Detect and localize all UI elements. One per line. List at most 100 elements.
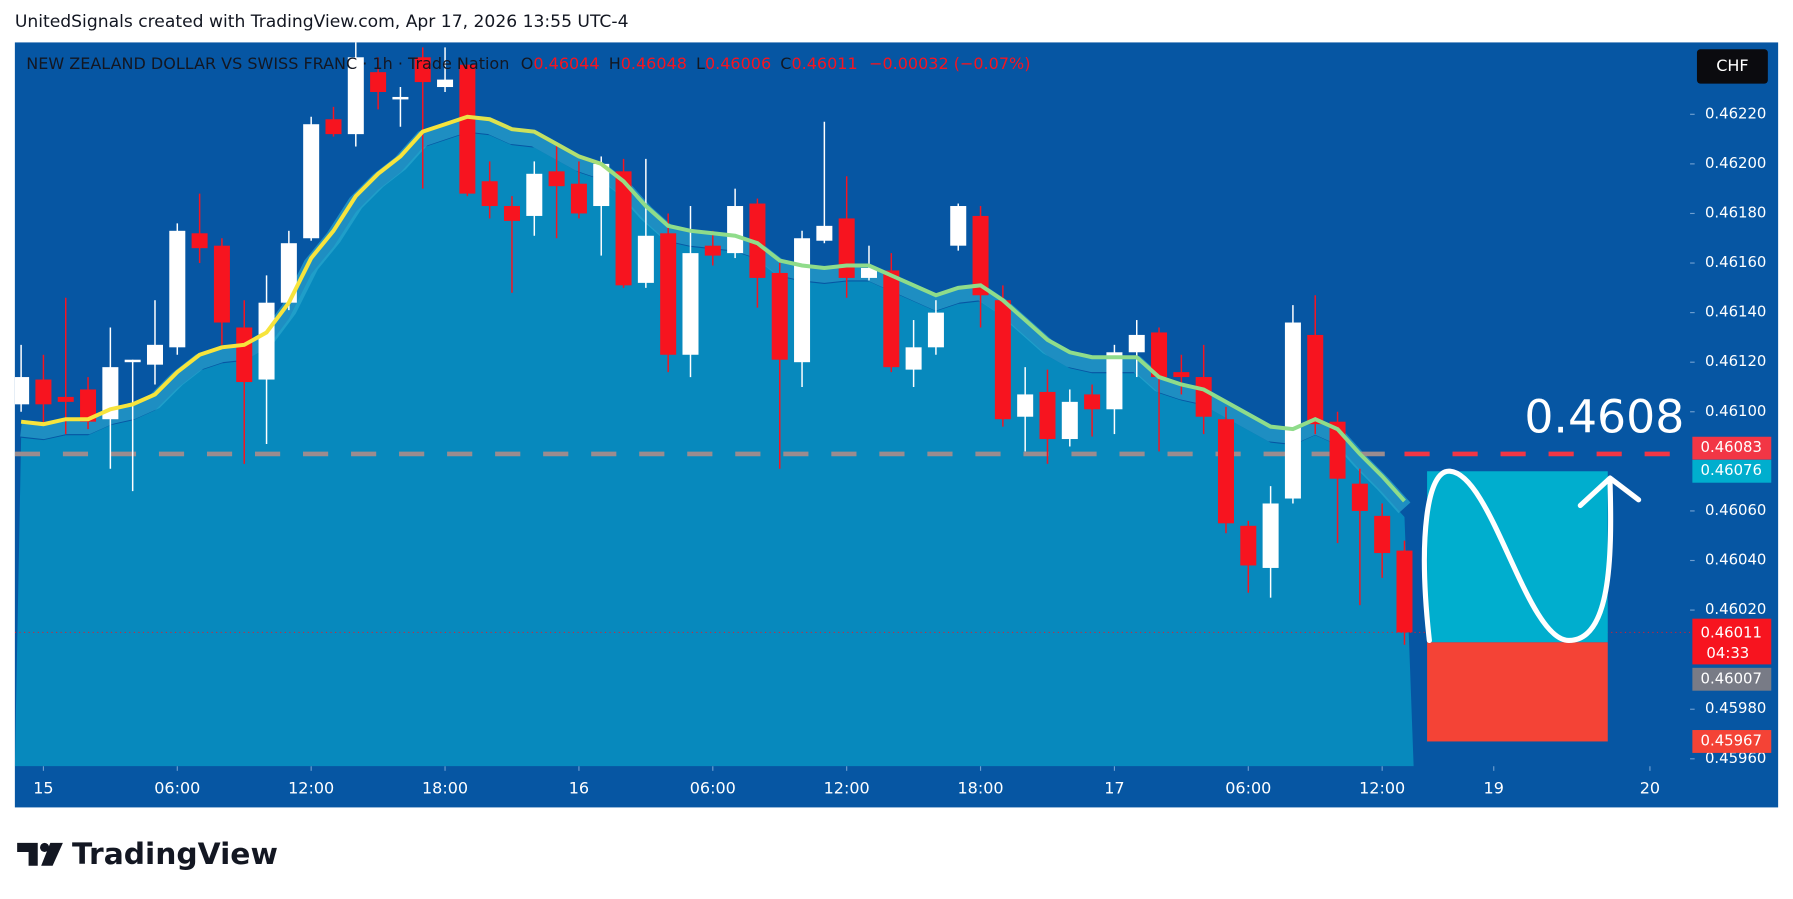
candle-body: [1262, 503, 1279, 568]
level-tag-bg: [1692, 436, 1772, 460]
x-tick-label: 12:00: [824, 779, 870, 798]
stop-tag-bg: [1692, 730, 1772, 753]
candle-body: [1106, 352, 1123, 410]
footer-text: TradingView: [72, 837, 278, 872]
candle-body: [1374, 515, 1391, 554]
x-tick-label: 18:00: [957, 779, 1003, 798]
legend-item: O: [521, 54, 534, 73]
candle-body: [727, 206, 744, 254]
candle-body: [972, 215, 989, 296]
candle-body: [370, 72, 387, 92]
footer-logo: TradingView: [17, 837, 278, 872]
target-tag: 0.46076: [1701, 461, 1762, 479]
last-price-tag-bg: [1692, 618, 1772, 665]
candle-body: [191, 233, 208, 249]
legend-item: L: [696, 54, 705, 73]
currency-bg: [1696, 49, 1768, 84]
y-tick-label: 0.45980: [1705, 699, 1766, 717]
candle-body: [749, 203, 766, 278]
candle-body: [994, 300, 1011, 420]
candle-body: [503, 206, 520, 221]
candle-body: [14, 377, 30, 405]
candle-body: [102, 367, 119, 420]
candle-body: [303, 124, 320, 239]
x-tick-label: 17: [1104, 779, 1124, 798]
legend-item: H: [609, 54, 621, 73]
header: UnitedSignals created with TradingView.c…: [15, 12, 629, 32]
x-tick-label: 06:00: [154, 779, 200, 798]
candle-body: [860, 267, 877, 278]
x-tick-label: 18:00: [422, 779, 468, 798]
position-target: [1427, 471, 1608, 643]
candle-body: [637, 235, 654, 283]
legend-item: NEW ZEALAND DOLLAR VS SWISS FRANC · 1h ·…: [26, 54, 509, 73]
ema-line: [20, 114, 1406, 503]
drawn-curve: [1421, 468, 1614, 644]
candle-body: [437, 79, 454, 88]
x-tick-label: 12:00: [1359, 779, 1405, 798]
y-tick-label: 0.46060: [1705, 501, 1766, 519]
candle-body: [236, 327, 253, 383]
annotation: 0.4608: [1524, 390, 1684, 443]
candle-body: [927, 312, 944, 348]
y-tick-label: 0.45960: [1705, 749, 1766, 767]
level-tag: 0.46083: [1701, 438, 1762, 456]
candle-body: [1351, 483, 1368, 511]
candle-body: [794, 238, 811, 363]
x-tick-label: 15: [33, 779, 53, 798]
ema-area: [14, 132, 1414, 767]
position-stop: [1427, 642, 1608, 742]
y-tick-label: 0.46020: [1705, 600, 1766, 618]
countdown: 04:33: [1706, 644, 1749, 662]
candle-body: [1396, 550, 1413, 633]
candle-body: [414, 57, 431, 83]
entry-tag-bg: [1692, 667, 1772, 691]
x-tick-label: 19: [1484, 779, 1504, 798]
x-tick-label: 06:00: [690, 779, 736, 798]
candle-body: [905, 347, 922, 370]
candle-body: [526, 173, 543, 216]
candle-body: [1128, 334, 1145, 353]
candle-body: [459, 64, 476, 194]
y-tick-label: 0.46180: [1705, 203, 1766, 221]
candle-body: [838, 218, 855, 278]
logo-mark: [41, 842, 63, 866]
candle-body: [1017, 394, 1034, 417]
candle-body: [615, 171, 632, 286]
candle-body: [57, 396, 74, 402]
candle-body: [593, 163, 610, 207]
candle-body: [548, 171, 565, 187]
candle-body: [1173, 372, 1190, 378]
candle-body: [347, 57, 364, 135]
candle-body: [570, 183, 587, 214]
legend: NEW ZEALAND DOLLAR VS SWISS FRANC · 1h ·…: [26, 54, 1030, 73]
overlay: 0.4608 0.46220 0.46200 0.46180 0.46160 0.4614…: [26, 49, 1772, 798]
x-tick-label: 16: [569, 779, 589, 798]
candle-body: [1240, 525, 1257, 566]
y-tick-label: 0.46220: [1705, 104, 1766, 122]
candle-body: [1217, 419, 1234, 524]
y-tick-label: 0.46160: [1705, 253, 1766, 271]
x-tick-label: 06:00: [1225, 779, 1271, 798]
candle-body: [1284, 322, 1301, 499]
legend-item: 0.46011: [791, 54, 857, 73]
candle-body: [258, 302, 275, 380]
currency: CHF: [1716, 56, 1748, 75]
candle-body: [392, 96, 409, 100]
entry-tag: 0.46007: [1701, 669, 1762, 687]
candle-body: [280, 243, 297, 303]
candle-body: [1039, 391, 1056, 440]
candle-body: [146, 344, 163, 365]
x-tick-label: 12:00: [288, 779, 334, 798]
logo-mark: [40, 842, 50, 853]
y-tick-label: 0.46040: [1705, 551, 1766, 569]
legend-item: 0.46006: [705, 54, 771, 73]
logo-mark: [17, 842, 38, 866]
candle-body: [1151, 332, 1168, 378]
legend-item: −0.00032 (−0.07%): [869, 54, 1030, 73]
y-tick-label: 0.46200: [1705, 154, 1766, 172]
x-tick-label: 20: [1640, 779, 1660, 798]
y-tick-label: 0.46120: [1705, 352, 1766, 370]
candle-body: [1195, 377, 1212, 417]
